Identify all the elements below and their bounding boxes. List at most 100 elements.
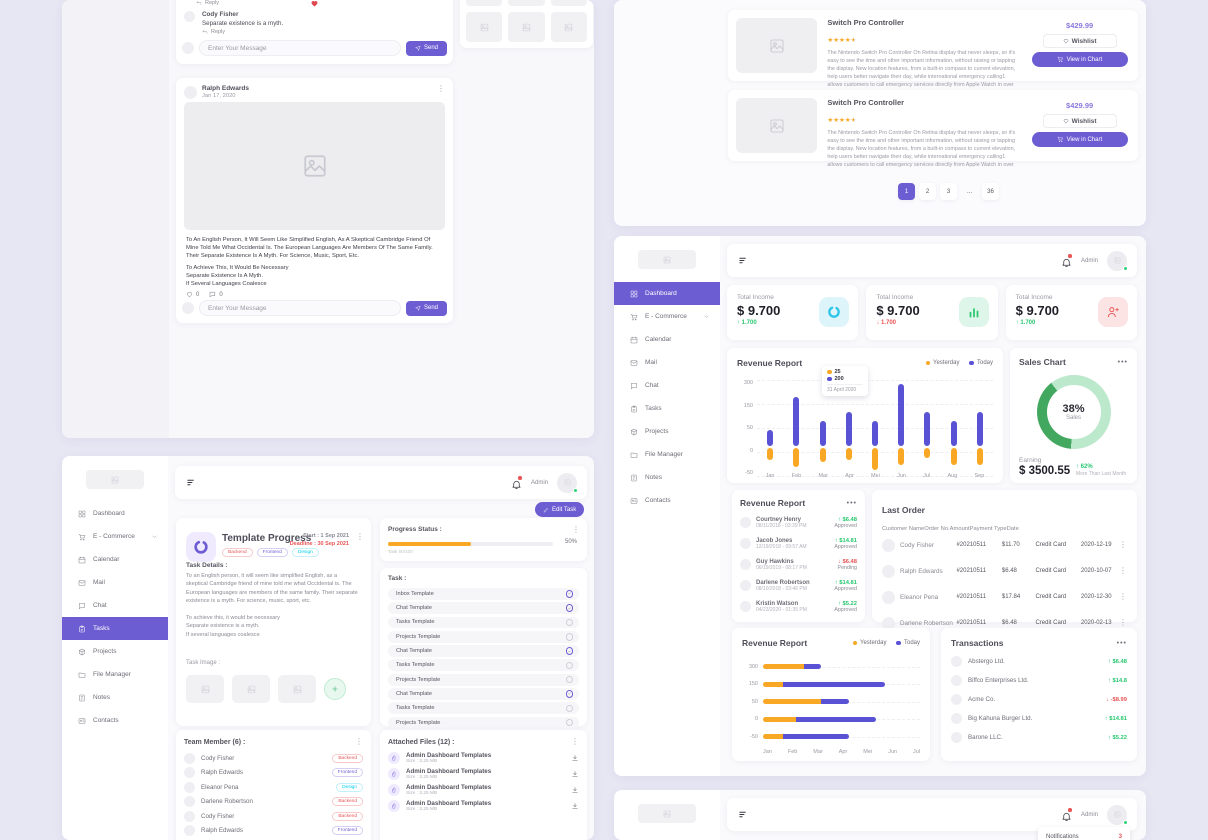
image-thumb[interactable] bbox=[466, 0, 503, 6]
user-avatar[interactable] bbox=[557, 472, 578, 493]
card-menu-dots[interactable]: ••• bbox=[846, 499, 857, 507]
sidebar-item[interactable]: Calendar bbox=[614, 328, 720, 351]
task-checklist-item[interactable]: Projects Template bbox=[388, 673, 579, 686]
wishlist-button[interactable]: Wishlist bbox=[1042, 34, 1117, 48]
sidebar-item[interactable]: Chat bbox=[614, 374, 720, 397]
task-image-placeholder[interactable] bbox=[278, 675, 316, 703]
add-image-button[interactable] bbox=[324, 678, 346, 700]
task-checklist-item[interactable]: Tasks Template bbox=[388, 616, 579, 629]
sidebar-item[interactable]: Notes bbox=[614, 466, 720, 489]
image-thumb[interactable] bbox=[550, 12, 587, 42]
legend-today[interactable]: Today bbox=[969, 360, 993, 366]
card-menu-kebab[interactable]: ⋮ bbox=[356, 532, 364, 541]
row-menu-kebab[interactable]: ⋮ bbox=[1119, 566, 1127, 575]
menu-toggle-icon[interactable] bbox=[737, 255, 750, 266]
transaction-row[interactable]: Big Kahuna Burger Ltd. ↑ $14.81 bbox=[951, 709, 1127, 728]
view-in-chart-button[interactable]: View in Chart bbox=[1031, 52, 1128, 67]
sidebar-item[interactable]: Projects bbox=[62, 640, 168, 663]
task-checklist-item[interactable]: Chat Template bbox=[388, 645, 579, 657]
notifications-dropdown[interactable]: Notifications 3 bbox=[1038, 827, 1130, 840]
task-checklist-item[interactable]: Projects Template bbox=[388, 630, 579, 643]
table-row[interactable]: Eleanor Pena #20210511 $17.84 Credit Car… bbox=[882, 584, 1127, 610]
menu-toggle-icon[interactable] bbox=[737, 809, 750, 820]
task-checkbox[interactable] bbox=[565, 633, 573, 641]
file-row[interactable]: Admin Dashboard Templates Size : 3.25 MB bbox=[388, 798, 579, 814]
task-checkbox[interactable] bbox=[565, 690, 573, 698]
task-checkbox[interactable] bbox=[565, 590, 573, 598]
image-thumb[interactable] bbox=[550, 0, 587, 6]
revenue-list-row[interactable]: Kristin Watson 04/23/2020 - 01:35 PM ↑ $… bbox=[740, 596, 857, 617]
view-in-chart-button[interactable]: View in Chart bbox=[1031, 132, 1128, 147]
sidebar-item[interactable]: Contacts bbox=[62, 709, 168, 732]
pagination-button[interactable]: ... bbox=[966, 188, 972, 195]
card-menu-kebab[interactable]: ⋮ bbox=[572, 525, 580, 534]
download-icon[interactable] bbox=[571, 754, 579, 762]
menu-toggle-icon[interactable] bbox=[185, 477, 198, 488]
revenue-list-row[interactable]: Courtney Henry 08/11/2018 - 03:39 PM ↑ $… bbox=[740, 512, 857, 533]
task-checklist-item[interactable]: Tasks Template bbox=[388, 702, 579, 715]
task-image-placeholder[interactable] bbox=[232, 675, 270, 703]
image-thumb[interactable] bbox=[508, 0, 545, 6]
reply-link[interactable]: Reply bbox=[196, 0, 219, 6]
team-member-row[interactable]: Cody Fisher Backend bbox=[184, 809, 363, 824]
like-stat[interactable]: 0 bbox=[186, 291, 199, 298]
sidebar-item[interactable]: Contacts bbox=[614, 489, 720, 512]
legend-today[interactable]: Today bbox=[896, 640, 920, 646]
task-checkbox[interactable] bbox=[565, 675, 573, 684]
task-checklist-item[interactable]: Inbox Template bbox=[388, 588, 579, 600]
table-row[interactable]: Darlene Robertson #20210511 $6.48 Credit… bbox=[882, 610, 1127, 636]
table-row[interactable]: Ralph Edwards #20210511 $6.48 Credit Car… bbox=[882, 558, 1127, 584]
revenue-list-row[interactable]: Guy Hawkins 06/19/2019 - 08:17 PM ↓ $6.4… bbox=[740, 554, 857, 575]
image-thumb[interactable] bbox=[466, 12, 503, 42]
task-checklist-item[interactable]: Chat Template bbox=[388, 688, 579, 700]
revenue-list-row[interactable]: Darlene Robertson 08/10/2018 - 03:46 PM … bbox=[740, 575, 857, 596]
sidebar-item[interactable]: Projects bbox=[614, 420, 720, 443]
file-row[interactable]: Admin Dashboard Templates Size : 3.25 MB bbox=[388, 766, 579, 782]
card-menu-kebab[interactable]: ⋮ bbox=[571, 737, 579, 746]
sidebar-item[interactable]: File Manager bbox=[62, 663, 168, 686]
sidebar-item[interactable]: Tasks bbox=[62, 617, 168, 640]
notification-bell-icon[interactable] bbox=[1061, 254, 1072, 267]
sidebar-item[interactable]: Dashboard bbox=[614, 282, 720, 305]
transaction-row[interactable]: Barone LLC. ↑ $5.22 bbox=[951, 728, 1127, 747]
transaction-row[interactable]: Abstergo Ltd. ↑ $6.48 bbox=[951, 652, 1127, 671]
heart-reaction-icon[interactable] bbox=[310, 0, 319, 8]
team-member-row[interactable]: Darlene Robertson Backend bbox=[184, 795, 363, 810]
notification-bell-icon[interactable] bbox=[1061, 808, 1072, 821]
task-checklist-item[interactable]: Chat Template bbox=[388, 602, 579, 615]
file-row[interactable]: Admin Dashboard Templates Size : 3.25 MB bbox=[388, 782, 579, 798]
message-input[interactable] bbox=[199, 40, 401, 56]
comment-stat[interactable]: 0 bbox=[209, 291, 223, 298]
download-icon[interactable] bbox=[571, 786, 579, 794]
legend-yesterday[interactable]: Yesterday bbox=[925, 360, 959, 366]
transaction-row[interactable]: Acme Co. ↓ -$8.99 bbox=[951, 690, 1127, 709]
card-menu-dots[interactable]: ••• bbox=[1117, 358, 1128, 366]
revenue-list-row[interactable]: Jacob Jones 12/19/2018 - 09:57 AM ↑ $14.… bbox=[740, 533, 857, 554]
user-avatar[interactable] bbox=[1107, 250, 1128, 271]
transaction-row[interactable]: Biffco Enterprises Ltd. ↑ $14.8 bbox=[951, 671, 1127, 690]
message-input[interactable] bbox=[199, 300, 401, 316]
task-checkbox[interactable] bbox=[565, 604, 573, 612]
send-button[interactable]: Send bbox=[405, 40, 447, 56]
sidebar-item[interactable]: Chat bbox=[62, 594, 168, 617]
row-menu-kebab[interactable]: ⋮ bbox=[1119, 540, 1127, 549]
notification-bell-icon[interactable] bbox=[511, 476, 522, 489]
task-checkbox[interactable] bbox=[565, 647, 573, 655]
pagination-button[interactable]: 1 bbox=[898, 183, 915, 200]
image-thumb[interactable] bbox=[508, 12, 545, 42]
sidebar-item[interactable]: Dashboard bbox=[62, 502, 168, 525]
download-icon[interactable] bbox=[571, 770, 579, 778]
task-checkbox[interactable] bbox=[565, 661, 573, 670]
task-checklist-item[interactable]: Tasks Template bbox=[388, 659, 579, 672]
task-checkbox[interactable] bbox=[565, 704, 573, 713]
send-button[interactable]: Send bbox=[405, 300, 447, 316]
team-member-row[interactable]: Eleanor Pena Design bbox=[184, 780, 363, 795]
edit-task-button[interactable]: Edit Task bbox=[535, 502, 585, 517]
sidebar-item[interactable]: E - Commerce bbox=[62, 525, 168, 548]
comment-reply-link[interactable]: Reply bbox=[202, 29, 225, 35]
card-menu-kebab[interactable]: ⋮ bbox=[355, 737, 363, 746]
task-checkbox[interactable] bbox=[565, 618, 573, 627]
sidebar-item[interactable]: Notes bbox=[62, 686, 168, 709]
row-menu-kebab[interactable]: ⋮ bbox=[1119, 592, 1127, 601]
row-menu-kebab[interactable]: ⋮ bbox=[1119, 618, 1127, 627]
